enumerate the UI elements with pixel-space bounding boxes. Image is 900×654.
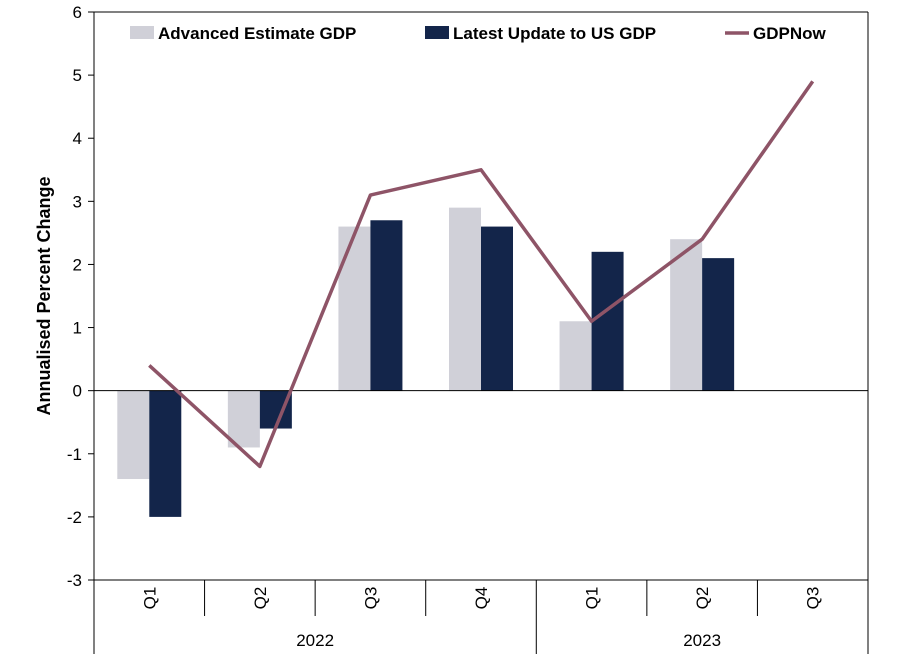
bar-latest-update-to-us-gdp	[591, 251, 624, 391]
x-tick-label: Q3	[804, 587, 823, 610]
legend-item: Latest Update to US GDP	[425, 24, 656, 43]
legend-item: GDPNow	[725, 24, 827, 43]
bars-layer	[117, 207, 735, 517]
x-tick-label: Q2	[693, 587, 712, 610]
y-tick-label: -3	[67, 571, 82, 590]
bar-advanced-estimate-gdp	[559, 321, 592, 391]
x-tick-label: Q4	[472, 587, 491, 610]
y-tick-label: 2	[73, 255, 82, 274]
bar-advanced-estimate-gdp	[670, 239, 703, 391]
legend-swatch	[130, 26, 154, 39]
x-tick-label: Q2	[251, 587, 270, 610]
x-tick-label: Q3	[361, 587, 380, 610]
bar-advanced-estimate-gdp	[227, 390, 260, 448]
year-group-label: 2022	[296, 631, 334, 650]
line-layer	[148, 80, 815, 469]
y-tick-label: -2	[67, 508, 82, 527]
bar-advanced-estimate-gdp	[449, 207, 481, 391]
bar-latest-update-to-us-gdp	[481, 226, 513, 391]
y-tick-label: 0	[73, 382, 82, 401]
axes-layer: -3 -2 -1 0 1 2 3 4 5 6 Q1 Q2 Q3 Q4 Q1 Q2 Q3 2022 2023	[67, 3, 869, 654]
y-tick-label: 5	[73, 66, 82, 85]
y-tick-label: 4	[73, 129, 82, 148]
bar-advanced-estimate-gdp	[117, 390, 150, 480]
bar-latest-update-to-us-gdp	[149, 390, 182, 517]
bar-advanced-estimate-gdp	[338, 226, 371, 391]
legend-swatch	[425, 26, 449, 39]
year-group-label: 2023	[683, 631, 721, 650]
legend-label: GDPNow	[753, 24, 827, 43]
bar-latest-update-to-us-gdp	[702, 258, 735, 391]
x-tick-label: Q1	[583, 587, 602, 610]
legend-label: Latest Update to US GDP	[453, 24, 656, 43]
bar-latest-update-to-us-gdp	[370, 220, 403, 391]
legend-item: Advanced Estimate GDP	[130, 24, 356, 43]
y-tick-label: 1	[73, 319, 82, 338]
y-tick-label: 3	[73, 192, 82, 211]
x-tick-label: Q1	[140, 587, 159, 610]
y-tick-label: -1	[67, 445, 82, 464]
legend: Advanced Estimate GDP Latest Update to US…	[130, 24, 827, 43]
legend-label: Advanced Estimate GDP	[158, 24, 356, 43]
y-tick-label: 6	[73, 3, 82, 22]
y-axis-title: Annualised Percent Change	[34, 176, 54, 415]
